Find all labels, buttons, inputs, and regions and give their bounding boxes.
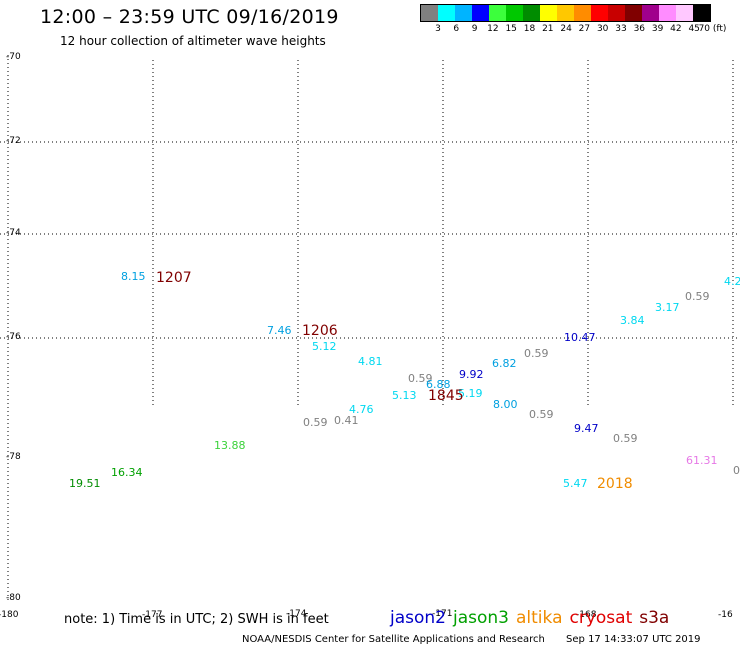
wave-height-value: 0.59 <box>524 347 549 360</box>
scale-swatch <box>557 5 574 21</box>
scale-swatch <box>455 5 472 21</box>
wave-height-value: 8.15 <box>121 270 146 283</box>
wave-height-value: 4.2 <box>724 275 740 288</box>
wave-height-value: 5.13 <box>392 389 417 402</box>
credit-text: NOAA/NESDIS Center for Satellite Applica… <box>242 634 545 645</box>
longitude-label: -177 <box>142 610 162 620</box>
wave-height-value: 8.00 <box>493 398 518 411</box>
scale-label: 3 <box>435 24 441 34</box>
scale-label: 9 <box>471 24 478 34</box>
wave-height-value: 4.76 <box>349 403 374 416</box>
wave-height-value: 0.41 <box>334 414 359 427</box>
pass-time-label: 1207 <box>156 270 192 286</box>
longitude-labels: -180 -177 -174 -171 -168 -16 <box>0 609 733 620</box>
scale-swatch <box>608 5 625 21</box>
scale-label: 21 <box>542 24 554 34</box>
scale-swatch <box>421 5 438 21</box>
scale-label: 24 <box>560 24 572 34</box>
wave-height-value: 0.59 <box>303 416 328 429</box>
wave-height-value: 9.92 <box>459 368 484 381</box>
scale-label: 15 <box>505 24 517 34</box>
scale-label: 27 <box>578 24 591 34</box>
legend-entry-jason3: jason3 <box>453 608 509 628</box>
wave-height-value: 4.81 <box>358 355 383 368</box>
longitude-label: -168 <box>576 610 597 620</box>
latitude-label: -70 <box>6 52 21 62</box>
scale-swatch <box>489 5 506 21</box>
longitude-label: -174 <box>286 609 307 619</box>
wave-height-value: 0.59 <box>685 290 710 303</box>
longitude-label: -16 <box>718 610 733 620</box>
scale-swatch <box>523 5 540 21</box>
satellite-legend: jason2 jason3 altika cryosat s3a <box>390 608 676 628</box>
scale-swatch <box>693 5 710 21</box>
scale-swatch <box>642 5 659 21</box>
latitude-label: -76 <box>6 332 21 342</box>
scale-swatch <box>574 5 591 21</box>
scale-label: 45 <box>688 24 700 34</box>
color-scale-swatches <box>420 4 711 22</box>
longitude-label: -171 <box>432 609 452 619</box>
pass-time-label: 2018 <box>597 476 633 492</box>
wave-height-value: 5.19 <box>458 387 483 400</box>
generated-timestamp: Sep 17 14:33:07 UTC 2019 <box>566 634 701 645</box>
scale-label: 39 <box>651 24 664 34</box>
pass-time-label: 1845 <box>428 388 464 404</box>
wave-height-value: 13.88 <box>214 439 246 452</box>
wave-height-readings: 8.157.465.124.810.596.889.926.820.5910.4… <box>69 270 740 490</box>
pass-time-label: 1206 <box>302 323 338 339</box>
scale-label: 30 <box>596 24 609 34</box>
wave-height-value: 9.47 <box>574 422 599 435</box>
scale-swatch <box>506 5 523 21</box>
map-title: 12:00 – 23:59 UTC 09/16/2019 <box>40 6 339 28</box>
wave-height-value: 6.88 <box>426 378 451 391</box>
wave-height-value: 3.84 <box>620 314 645 327</box>
scale-swatch <box>540 5 557 21</box>
graticule <box>0 55 740 600</box>
latitude-label: -80 <box>6 593 21 603</box>
wave-height-value: 6.82 <box>492 357 517 370</box>
legend-entry-s3a: s3a <box>639 608 670 628</box>
legend-entry-jason2: jason2 <box>390 608 446 628</box>
scale-label: 12 <box>487 24 499 34</box>
scale-swatch <box>591 5 608 21</box>
wave-height-value: 7.46 <box>267 324 292 337</box>
scale-swatch <box>659 5 676 21</box>
wave-height-value: 5.47 <box>563 477 588 490</box>
latitude-label: -74 <box>6 228 21 238</box>
wave-height-value: 3.17 <box>655 301 680 314</box>
scale-label: 70 (ft) <box>698 24 727 34</box>
scale-label: 6 <box>453 24 460 34</box>
scale-swatch <box>438 5 455 21</box>
units-note: note: 1) Time is in UTC; 2) SWH is in fe… <box>64 612 329 627</box>
longitude-label: -180 <box>0 610 19 620</box>
legend-entry-altika: altika <box>516 608 563 628</box>
wave-height-value: 10.47 <box>564 331 596 344</box>
legend-entry-cryosat: cryosat <box>569 608 633 628</box>
scale-swatch <box>472 5 489 21</box>
wave-height-value: 19.51 <box>69 477 101 490</box>
wave-height-value: 0.59 <box>613 432 638 445</box>
footer: NOAA/NESDIS Center for Satellite Applica… <box>242 634 701 645</box>
scale-label: 33 <box>615 24 627 34</box>
latitude-labels: -70 -72 -74 -76 -78 -80 <box>6 52 21 603</box>
map-subtitle: 12 hour collection of altimeter wave hei… <box>60 34 326 48</box>
wave-height-value: 0.59 <box>408 372 433 385</box>
scale-swatch <box>625 5 642 21</box>
pass-time-labels: 1207 1206 1845 2018 <box>156 270 633 492</box>
wave-height-value: 5.12 <box>312 340 337 353</box>
wave-height-value: 16.34 <box>111 466 143 479</box>
wave-height-value: 0.59 <box>529 408 554 421</box>
scale-label: 42 <box>670 24 682 34</box>
latitude-label: -72 <box>6 136 21 146</box>
wave-height-value: 61.31 <box>686 454 718 467</box>
scale-swatch <box>676 5 693 21</box>
wave-height-value: 0 <box>733 464 740 477</box>
scale-label: 36 <box>633 24 646 34</box>
latitude-label: -78 <box>6 452 21 462</box>
scale-label: 18 <box>523 24 536 34</box>
